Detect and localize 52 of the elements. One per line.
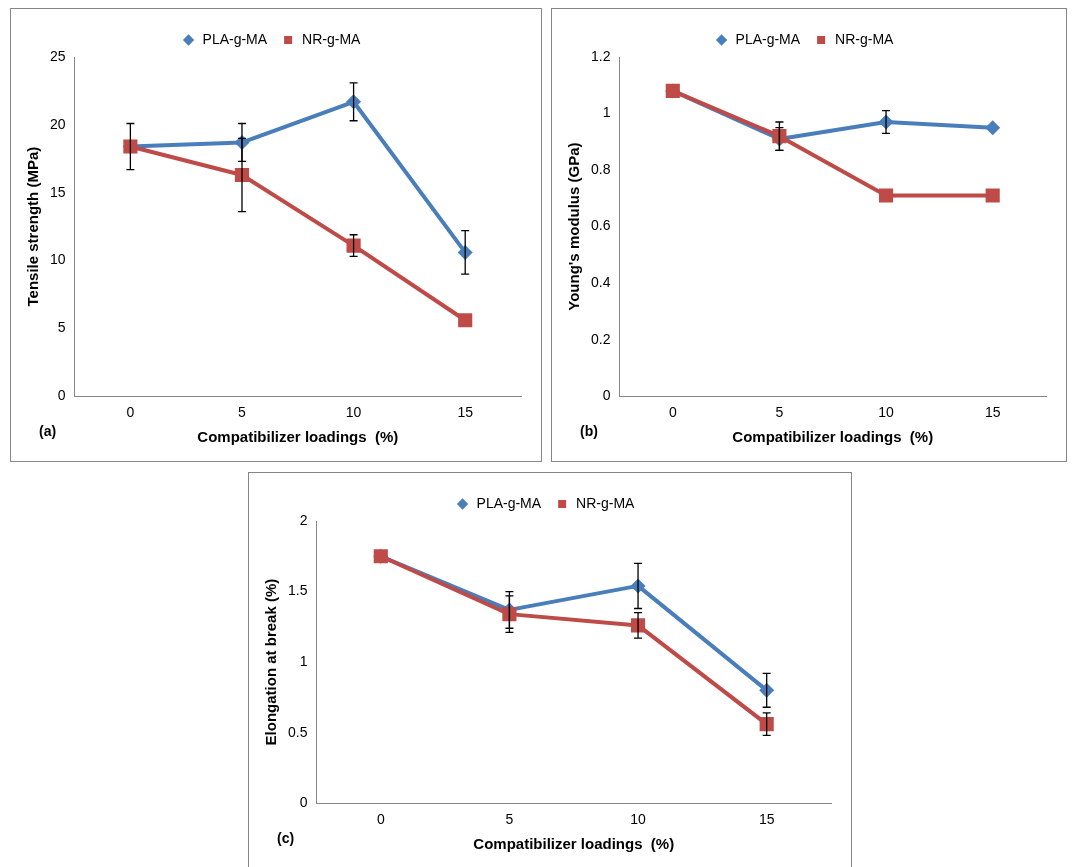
- x-axis-title: Compatibilizer loadings (%): [197, 428, 399, 446]
- y-tick-label: 5: [57, 319, 66, 336]
- x-axis-title: Compatibilizer loadings (%): [732, 428, 934, 446]
- y-tick-label: 0.5: [287, 723, 308, 740]
- y-tick-label: 1: [602, 104, 611, 121]
- y-tick-label: 10: [49, 251, 66, 268]
- y-axis-title: Young's modulus (GPa): [565, 142, 583, 311]
- x-tick-label: 5: [238, 404, 247, 421]
- y-tick-label: 1.2: [590, 47, 611, 64]
- point: [985, 120, 1001, 136]
- text: (a): [39, 422, 57, 439]
- y-tick-label: 2: [299, 511, 308, 528]
- y-tick-label: 0.4: [590, 273, 611, 290]
- x-tick-label: 15: [758, 811, 775, 828]
- x-tick-label: 10: [878, 404, 895, 421]
- text: (c): [277, 829, 295, 846]
- y-tick-label: 0.8: [590, 160, 611, 177]
- legend-label: NR-g-MA: [576, 494, 636, 511]
- y-axis-title: Elongation at break (%): [262, 578, 280, 746]
- x-tick-label: 0: [376, 811, 385, 828]
- point: [985, 188, 1000, 203]
- y-tick-label: 0.2: [590, 330, 611, 347]
- x-tick-label: 10: [630, 811, 647, 828]
- y-tick-label: 1: [299, 652, 308, 669]
- y-tick-label: 20: [49, 115, 66, 132]
- x-tick-label: 5: [505, 811, 514, 828]
- x-tick-label: 10: [345, 404, 362, 421]
- y-tick-label: 1.5: [287, 582, 308, 599]
- x-tick-label: 15: [457, 404, 474, 421]
- y-tick-label: 0: [299, 794, 308, 811]
- x-tick-label: 15: [984, 404, 1001, 421]
- x-tick-label: 0: [126, 404, 135, 421]
- x-tick-label: 5: [775, 404, 784, 421]
- point: [502, 607, 517, 622]
- point: [878, 188, 894, 203]
- point: [346, 238, 361, 253]
- point: [458, 313, 473, 328]
- text: (b): [580, 422, 598, 439]
- y-axis-title: Tensile strength (MPa): [24, 146, 42, 307]
- y-tick-label: 15: [49, 183, 66, 200]
- y-tick-label: 0: [57, 387, 66, 404]
- y-tick-label: 25: [49, 47, 66, 64]
- y-tick-label: 0: [602, 387, 611, 404]
- legend-label: NR-g-MA: [835, 30, 895, 47]
- x-tick-label: 0: [668, 404, 677, 421]
- legend-label: PLA-g-MA: [476, 494, 542, 511]
- y-tick-label: 0.6: [590, 217, 611, 234]
- x-axis-title: Compatibilizer loadings (%): [473, 835, 675, 853]
- legend-label: NR-g-MA: [302, 30, 362, 47]
- legend-label: PLA-g-MA: [735, 30, 801, 47]
- legend-label: PLA-g-MA: [202, 30, 268, 47]
- point: [759, 717, 774, 732]
